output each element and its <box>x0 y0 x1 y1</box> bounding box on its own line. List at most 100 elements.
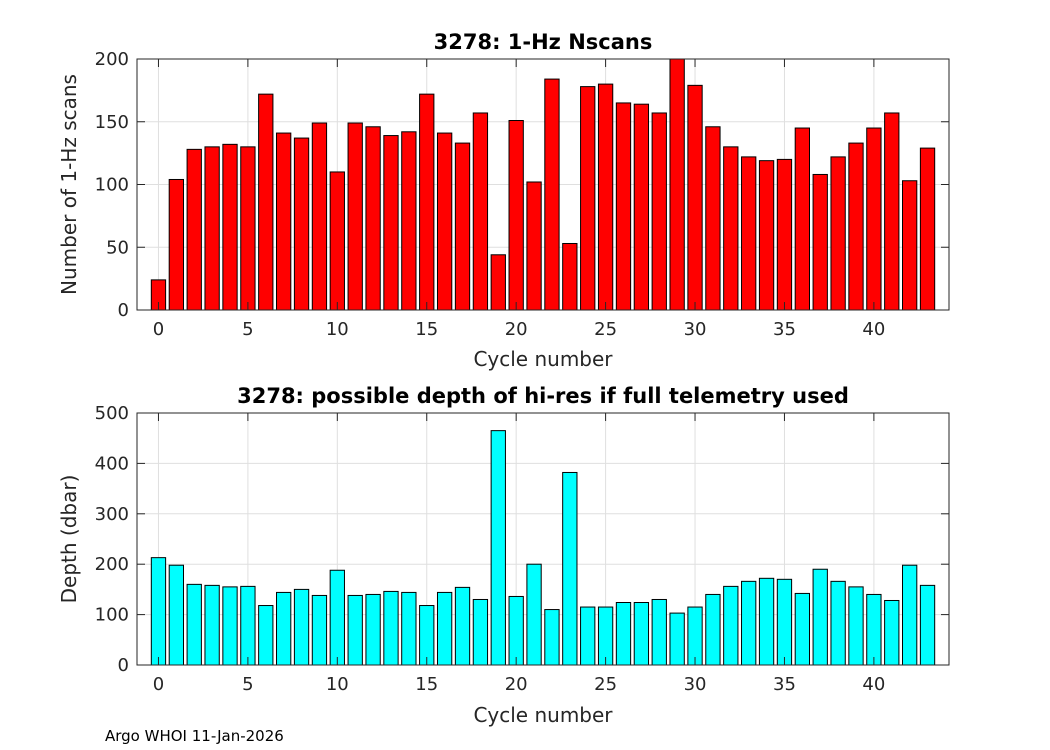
bar-depth-cycle-3 <box>204 584 220 666</box>
bar-nscans-cycle-42 <box>902 180 918 311</box>
bar-nscans-cycle-29 <box>669 58 685 311</box>
bar-nscans-cycle-2 <box>186 148 202 311</box>
bar-nscans-cycle-21 <box>526 181 542 311</box>
bar-depth-cycle-4 <box>222 586 238 666</box>
bar-nscans-cycle-34 <box>758 160 775 311</box>
bar-nscans-cycle-33 <box>741 156 757 311</box>
bar-nscans-cycle-32 <box>723 146 739 311</box>
bar-nscans-cycle-9 <box>311 122 328 311</box>
chart-nscans: 0 5 10 15 20 25 30 35 40 0 50 100 150 200 3278: 1-Hz … <box>57 30 950 371</box>
bar-nscans-cycle-23 <box>562 242 578 311</box>
bar-nscans-cycle-17 <box>454 142 471 311</box>
bar-nscans-cycle-36 <box>794 127 811 311</box>
bar-depth-cycle-22 <box>544 609 560 666</box>
bar-depth-cycle-37 <box>812 568 828 666</box>
x-tick-label: 40 <box>862 674 885 695</box>
bar-depth-cycle-28 <box>651 598 667 666</box>
x-tick-label: 35 <box>773 674 796 695</box>
bar-nscans-cycle-43 <box>919 147 936 311</box>
bar-depth-cycle-14 <box>401 591 417 666</box>
bar-depth-cycle-16 <box>436 591 453 666</box>
bar-nscans-cycle-13 <box>383 135 399 311</box>
bar-nscans-cycle-12 <box>365 126 381 311</box>
bar-nscans-cycle-39 <box>848 142 864 311</box>
bar-depth-cycle-40 <box>866 593 882 666</box>
bar-nscans-cycle-25 <box>597 83 614 311</box>
bars-nscans <box>150 58 936 311</box>
bar-depth-cycle-0 <box>150 557 167 666</box>
bar-nscans-cycle-19 <box>490 254 506 311</box>
bar-depth-cycle-7 <box>276 591 292 666</box>
x-tick-label: 5 <box>242 319 253 340</box>
bar-nscans-cycle-41 <box>884 112 900 311</box>
bar-depth-cycle-8 <box>293 588 310 666</box>
bar-depth-cycle-21 <box>526 563 542 666</box>
bar-nscans-cycle-16 <box>436 132 453 311</box>
bar-depth-cycle-6 <box>258 605 274 666</box>
bar-nscans-cycle-10 <box>329 171 345 311</box>
bar-nscans-cycle-30 <box>687 84 703 311</box>
bar-depth-cycle-23 <box>562 471 578 666</box>
chart-title-depth: 3278: possible depth of hi-res if full t… <box>237 384 849 408</box>
y-tick-label: 500 <box>95 403 129 424</box>
bar-depth-cycle-35 <box>776 578 793 666</box>
x-tick-label: 10 <box>326 319 349 340</box>
bar-depth-cycle-20 <box>508 595 524 666</box>
bar-depth-cycle-12 <box>365 593 381 666</box>
y-tick-label: 100 <box>95 605 129 626</box>
bar-depth-cycle-2 <box>186 583 202 666</box>
bar-nscans-cycle-15 <box>419 93 435 311</box>
bars-depth <box>150 430 936 666</box>
x-tick-label: 20 <box>505 319 528 340</box>
bar-nscans-cycle-27 <box>633 103 650 311</box>
bar-depth-cycle-5 <box>240 585 256 666</box>
bar-nscans-cycle-14 <box>401 131 417 311</box>
x-tick-label: 35 <box>773 319 796 340</box>
bar-nscans-cycle-22 <box>544 78 560 311</box>
y-axis-label-depth: Depth (dbar) <box>57 475 81 604</box>
bar-nscans-cycle-26 <box>615 102 632 311</box>
bar-depth-cycle-11 <box>347 594 363 666</box>
x-axis-label-depth: Cycle number <box>473 703 613 727</box>
x-tick-label: 30 <box>684 319 707 340</box>
x-tick-label: 25 <box>594 319 617 340</box>
x-tick-label: 10 <box>326 674 349 695</box>
y-axis-label-nscans: Number of 1-Hz scans <box>57 74 81 295</box>
x-tick-label: 15 <box>415 674 438 695</box>
bar-depth-cycle-10 <box>329 569 345 666</box>
ticks-nscans: 0 5 10 15 20 25 30 35 40 0 50 100 150 200 <box>95 49 949 340</box>
x-tick-label: 20 <box>505 674 528 695</box>
bar-nscans-cycle-37 <box>812 173 828 311</box>
bar-nscans-cycle-28 <box>651 112 667 311</box>
bar-nscans-cycle-4 <box>222 143 238 311</box>
bar-depth-cycle-25 <box>597 606 614 666</box>
chart-title-nscans: 3278: 1-Hz Nscans <box>434 30 653 54</box>
bar-depth-cycle-15 <box>419 605 435 666</box>
bar-depth-cycle-34 <box>758 577 775 666</box>
bar-nscans-cycle-1 <box>168 178 185 311</box>
bar-nscans-cycle-8 <box>293 137 310 311</box>
y-tick-label: 300 <box>95 504 129 525</box>
bar-depth-cycle-33 <box>741 580 757 666</box>
bar-depth-cycle-38 <box>830 580 846 666</box>
bar-depth-cycle-29 <box>669 612 685 666</box>
x-tick-label: 30 <box>684 674 707 695</box>
footer-credit: Argo WHOI 11-Jan-2026 <box>105 727 284 745</box>
x-tick-label: 40 <box>862 319 885 340</box>
bar-depth-cycle-19 <box>490 430 506 666</box>
y-tick-label: 50 <box>106 237 129 258</box>
y-tick-label: 150 <box>95 112 129 133</box>
bar-nscans-cycle-3 <box>204 146 220 311</box>
bar-nscans-cycle-31 <box>705 126 721 311</box>
bar-depth-cycle-36 <box>794 592 811 666</box>
y-tick-label: 100 <box>95 175 129 196</box>
x-tick-label: 25 <box>594 674 617 695</box>
bar-depth-cycle-31 <box>705 593 721 666</box>
bar-depth-cycle-39 <box>848 586 864 666</box>
bar-depth-cycle-41 <box>884 599 900 666</box>
x-tick-label: 5 <box>242 674 253 695</box>
bar-nscans-cycle-5 <box>240 146 256 311</box>
bar-nscans-cycle-40 <box>866 127 882 311</box>
